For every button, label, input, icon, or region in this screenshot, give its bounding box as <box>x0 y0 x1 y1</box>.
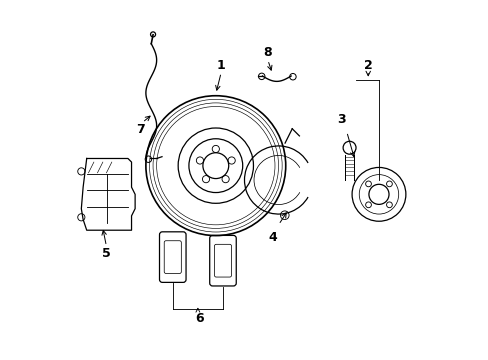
Text: 5: 5 <box>102 247 111 260</box>
Text: 4: 4 <box>268 231 277 244</box>
Text: 1: 1 <box>216 59 225 72</box>
Text: 2: 2 <box>363 59 372 72</box>
Text: 6: 6 <box>195 311 203 325</box>
Text: 8: 8 <box>263 46 271 59</box>
Text: 7: 7 <box>136 123 144 136</box>
Text: 3: 3 <box>336 113 345 126</box>
